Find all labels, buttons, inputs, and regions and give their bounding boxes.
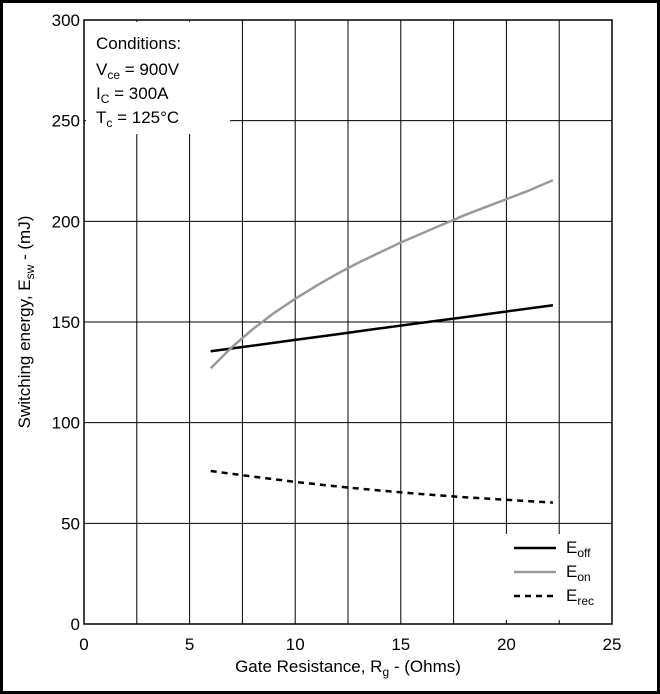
conditions-background [86, 22, 230, 134]
x-tick-label: 0 [79, 635, 88, 654]
condition-line: Tc = 125°C [96, 108, 179, 130]
y-tick-label: 200 [52, 212, 80, 231]
x-tick-labels: 0 5 10 15 20 25 [79, 635, 621, 654]
y-tick-label: 0 [71, 615, 80, 634]
legend-label: Erec [566, 586, 594, 608]
condition-line: Vce = 900V [96, 60, 180, 82]
x-tick-label: 5 [185, 635, 194, 654]
y-tick-label: 300 [52, 11, 80, 30]
series-line-rec [210, 469, 553, 504]
x-tick-label: 25 [603, 635, 622, 654]
legend-label: Eoff [566, 538, 591, 560]
conditions-heading: Conditions: [96, 34, 181, 53]
y-tick-labels: 0 50 100 150 200 250 300 [52, 11, 80, 634]
series-group [209, 178, 554, 504]
plot-border [83, 19, 613, 625]
x-tick-label: 10 [286, 635, 305, 654]
legend-label: Eon [566, 562, 591, 584]
x-tick-label: 20 [497, 635, 516, 654]
condition-line: IC = 300A [96, 84, 169, 106]
y-tick-label: 50 [61, 514, 80, 533]
series-line-on [209, 178, 554, 370]
y-tick-label: 250 [52, 112, 80, 131]
y-tick-label: 150 [52, 313, 80, 332]
series-line-off [210, 304, 554, 353]
x-tick-label: 15 [391, 635, 410, 654]
x-axis-title: Gate Resistance, Rg - (Ohms) [235, 657, 461, 679]
y-tick-label: 100 [52, 414, 80, 433]
y-axis-title: Switching energy, Esw - (mJ) [15, 216, 37, 429]
